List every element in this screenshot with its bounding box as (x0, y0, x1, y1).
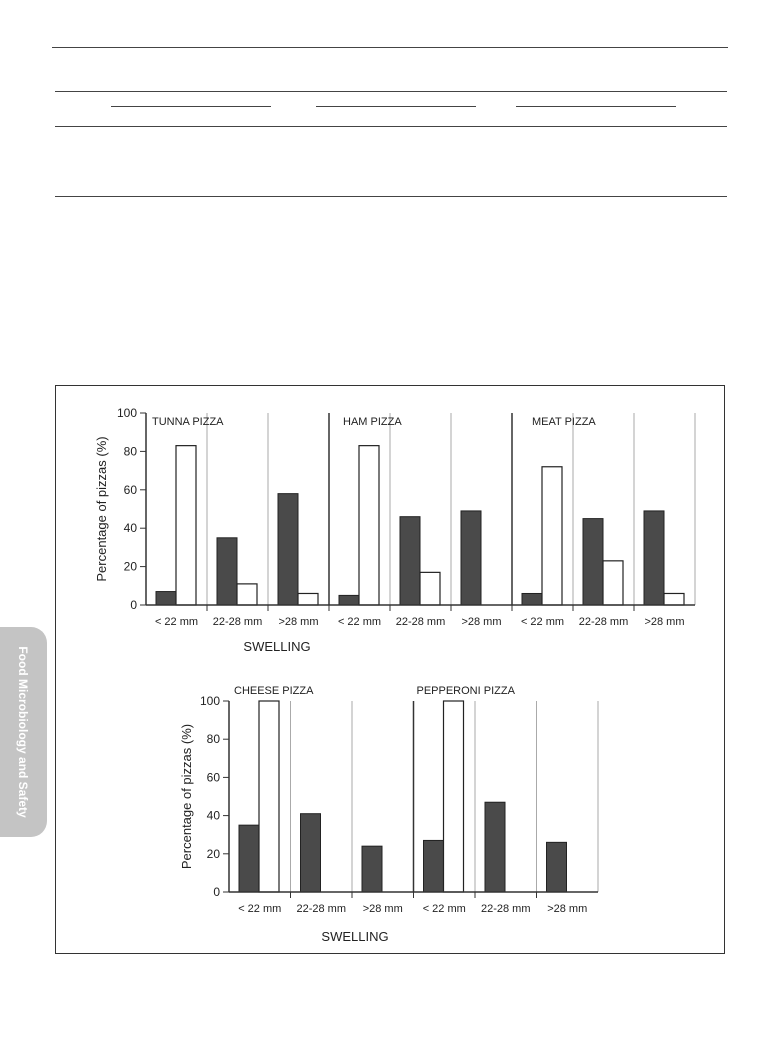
bar-open (602, 560, 624, 606)
x-tick-label: >28 mm (547, 903, 587, 915)
bar-filled (238, 824, 260, 893)
y-axis-title: Percentage of pizzas (%) (179, 724, 194, 869)
bar-filled (521, 592, 543, 606)
group-label: CHEESE PIZZA (234, 685, 314, 697)
y-tick-label: 20 (124, 560, 138, 574)
bar-filled (216, 537, 238, 606)
bar-filled (643, 510, 665, 606)
bar-open (297, 592, 319, 606)
y-tick-label: 100 (117, 406, 137, 420)
bar-filled (484, 801, 506, 893)
table-column-rule-1 (111, 106, 271, 107)
table-bottom-rule (55, 196, 727, 197)
x-tick-label: 22-28 mm (296, 903, 346, 915)
y-tick-label: 80 (124, 444, 138, 458)
bar-filled (399, 516, 421, 606)
x-tick-label: >28 mm (644, 616, 684, 628)
y-tick-label: 80 (207, 732, 221, 746)
y-tick-label: 20 (207, 847, 221, 861)
header-rule (52, 47, 728, 48)
x-tick-label: 22-28 mm (396, 616, 446, 628)
bar-filled (338, 594, 360, 606)
y-tick-label: 0 (130, 598, 137, 612)
x-tick-label: < 22 mm (521, 616, 564, 628)
table-column-rule-3 (516, 106, 676, 107)
bar-open (663, 592, 685, 606)
side-tab: Food Microbiology and Safety (0, 627, 47, 837)
bar-open (175, 445, 197, 606)
bar-filled (277, 493, 299, 606)
bar-filled (582, 518, 604, 606)
group-label: HAM PIZZA (343, 416, 402, 428)
x-tick-label: < 22 mm (338, 616, 381, 628)
bar-open (236, 583, 258, 606)
bar-open (541, 466, 563, 606)
bar-filled (546, 841, 567, 893)
x-tick-label: < 22 mm (155, 616, 198, 628)
y-tick-label: 0 (213, 885, 220, 899)
x-tick-label: < 22 mm (238, 903, 281, 915)
bar-open (258, 700, 280, 893)
bar-open (419, 571, 441, 606)
bar-open (442, 700, 465, 893)
x-tick-label: >28 mm (461, 616, 501, 628)
table-column-rule-2 (316, 106, 476, 107)
x-tick-label: 22-28 mm (481, 903, 531, 915)
x-tick-label: 22-28 mm (579, 616, 629, 628)
bar-open (358, 445, 380, 606)
table-header-rule (55, 126, 727, 127)
figure-frame (55, 385, 725, 954)
y-tick-label: 40 (124, 521, 138, 535)
bar-filled (155, 591, 177, 606)
group-label: MEAT PIZZA (532, 416, 596, 428)
x-axis-title: SWELLING (321, 929, 388, 944)
x-tick-label: >28 mm (363, 903, 403, 915)
group-label: PEPPERONI PIZZA (417, 685, 516, 697)
x-tick-label: >28 mm (278, 616, 318, 628)
x-axis-title: SWELLING (243, 639, 310, 654)
y-tick-label: 60 (124, 483, 138, 497)
group-label: TUNNA PIZZA (152, 416, 224, 428)
bar-filled (460, 510, 482, 606)
y-tick-label: 100 (200, 694, 220, 708)
x-tick-label: < 22 mm (423, 903, 466, 915)
x-tick-label: 22-28 mm (213, 616, 263, 628)
y-tick-label: 60 (207, 770, 221, 784)
bar-filled (300, 813, 321, 893)
bar-filled (423, 839, 444, 893)
bar-filled (361, 845, 383, 893)
y-tick-label: 40 (207, 809, 221, 823)
table-top-rule (55, 91, 727, 92)
y-axis-title: Percentage of pizzas (%) (94, 436, 109, 581)
